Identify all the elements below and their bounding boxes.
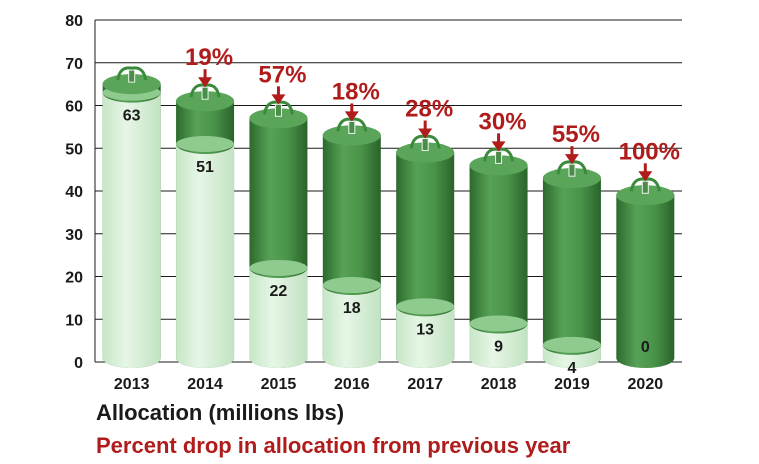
value-label: 18: [343, 300, 361, 317]
allocation-fill: [469, 323, 528, 368]
valve: [348, 120, 356, 134]
allocation-fill: [102, 92, 161, 369]
allocation-fill-top: [542, 336, 601, 353]
y-tick-label: 80: [65, 13, 83, 30]
percent-drop-label: 28%: [405, 96, 453, 123]
cylinder-body: [616, 185, 675, 368]
value-label: 13: [416, 321, 434, 338]
percent-drop-label: 30%: [479, 108, 527, 135]
cylinder-2016: 18 18%: [322, 78, 381, 368]
cylinder-body: [469, 155, 528, 368]
valve: [495, 150, 503, 164]
percent-drop-label: 100%: [619, 138, 680, 165]
x-tick-label: 2013: [114, 376, 150, 393]
drop-arrowhead: [198, 77, 213, 88]
cylinder-2018: 9 30%: [469, 108, 528, 368]
allocation-fill: [322, 285, 381, 368]
drop-arrowhead: [491, 141, 506, 152]
y-tick-label: 70: [65, 56, 83, 73]
allocation-fill: [176, 143, 235, 368]
drop-arrowhead: [271, 94, 286, 105]
percent-drop-label: 55%: [552, 121, 600, 148]
cylinder-body: [542, 168, 601, 368]
cylinder-2015: 22 57%: [249, 61, 308, 368]
y-tick-label: 50: [65, 141, 83, 158]
x-tick-label: 2018: [481, 376, 517, 393]
allocation-fill: [542, 344, 601, 368]
x-tick-label: 2017: [407, 376, 443, 393]
allocation-fill: [249, 267, 308, 368]
cylinders: 63 51 19% 22 57% 18 18% 13 28% 9 30% 4 55% 0 100%: [102, 44, 680, 377]
x-tick-label: 2019: [554, 376, 590, 393]
drop-arrowhead: [418, 128, 433, 139]
allocation-caption: Allocation (millions lbs): [96, 400, 345, 425]
valve: [274, 103, 282, 117]
x-tick-label: 2020: [628, 376, 664, 393]
value-label: 63: [123, 108, 141, 125]
percent-drop-caption: Percent drop in allocation from previous…: [96, 433, 571, 458]
value-label: 51: [196, 159, 214, 176]
cylinder-2019: 4 55%: [542, 121, 601, 377]
percent-drop-label: 18%: [332, 78, 380, 105]
y-tick-label: 0: [74, 355, 83, 372]
cylinder-2020: 0 100%: [616, 138, 680, 368]
allocation-fill-top: [396, 298, 455, 315]
cylinder-2013: 63: [102, 66, 161, 369]
value-label: 4: [567, 360, 576, 377]
valve: [421, 138, 429, 152]
y-tick-label: 20: [65, 270, 83, 287]
x-tick-label: 2015: [261, 376, 297, 393]
allocation-fill-top: [322, 277, 381, 294]
drop-arrowhead: [638, 171, 653, 182]
allocation-fill-top: [249, 259, 308, 276]
valve: [128, 69, 136, 83]
valve-handle: [116, 66, 148, 81]
value-label: 22: [270, 283, 288, 300]
valve: [568, 163, 576, 177]
y-axis: 0 10 20 30 40 50 60 70 80: [65, 13, 83, 372]
drop-arrowhead: [564, 154, 579, 165]
y-tick-label: 30: [65, 227, 83, 244]
drop-arrowhead: [344, 111, 359, 122]
x-tick-label: 2016: [334, 376, 370, 393]
valve: [641, 180, 649, 194]
value-label: 9: [494, 339, 503, 356]
value-label: 0: [641, 339, 650, 356]
allocation-fill-top: [469, 315, 528, 332]
allocation-fill-top: [176, 135, 235, 152]
x-tick-label: 2014: [187, 376, 223, 393]
cylinder-2014: 51 19%: [176, 44, 235, 368]
y-tick-label: 40: [65, 184, 83, 201]
allocation-fill: [396, 306, 455, 368]
percent-drop-label: 19%: [185, 44, 233, 71]
valve: [201, 86, 209, 100]
cylinder-2017: 13 28%: [396, 96, 455, 368]
y-tick-label: 10: [65, 312, 83, 329]
y-tick-label: 60: [65, 99, 83, 116]
x-axis: 2013 2014 2015 2016 2017 2018 2019 2020: [114, 376, 663, 393]
percent-drop-label: 57%: [258, 61, 306, 88]
